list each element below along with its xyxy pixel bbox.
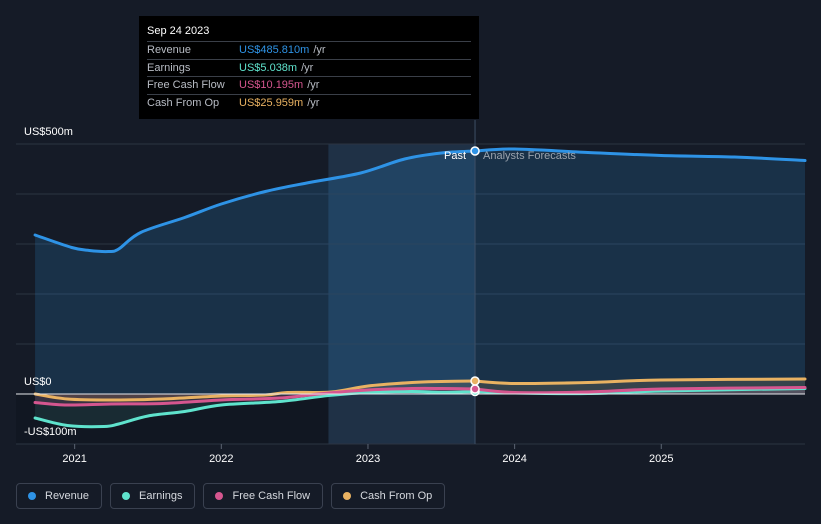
tooltip-unit: /yr	[307, 96, 320, 109]
tooltip-unit: /yr	[307, 79, 320, 92]
tooltip-value: US$10.195m	[239, 79, 304, 92]
earnings-line	[33, 389, 477, 429]
tooltip-row-earnings: Earnings US$5.038m /yr	[147, 58, 471, 77]
free-cash-flow-forecast-line	[473, 386, 807, 395]
tooltip-label: Revenue	[147, 44, 192, 57]
tooltip-unit: /yr	[313, 44, 326, 57]
legend-dot-icon	[122, 492, 131, 500]
x-tick-label: 2023	[356, 453, 380, 465]
x-tick-label: 2025	[649, 453, 673, 465]
tooltip-label: Free Cash Flow	[147, 79, 225, 92]
legend-dot-icon	[28, 492, 36, 500]
past-label: Past	[444, 150, 466, 162]
legend-item-cash-from-op[interactable]: Cash From Op	[331, 483, 446, 509]
y-tick-label: -US$100m	[24, 426, 77, 438]
revenue-forecast-line	[473, 147, 807, 162]
earnings-area	[35, 388, 805, 427]
x-axis-labels: 2021 2022 2023 2024 2025	[62, 444, 674, 465]
data-tooltip: Sep 24 2023 Revenue US$485.810m /yr Earn…	[139, 16, 479, 119]
y-tick-label: US$500m	[24, 126, 73, 138]
legend-item-revenue[interactable]: Revenue	[16, 483, 103, 509]
y-axis-labels: US$500m US$0 -US$100m	[24, 126, 77, 438]
legend-label: Earnings	[139, 490, 183, 502]
tooltip-label: Cash From Op	[147, 96, 220, 109]
revenue-line	[33, 149, 477, 254]
legend-label: Cash From Op	[360, 490, 433, 502]
x-tick-label: 2024	[502, 453, 526, 465]
y-tick-label: US$0	[24, 376, 52, 388]
tooltip-unit: /yr	[301, 61, 314, 74]
legend-item-earnings[interactable]: Earnings	[110, 483, 196, 509]
tooltip-value: US$5.038m	[239, 61, 298, 74]
tooltip-row-revenue: Revenue US$485.810m /yr	[147, 41, 471, 59]
x-tick-label: 2022	[209, 453, 233, 465]
legend-label: Revenue	[45, 490, 90, 502]
free-cash-flow-marker	[470, 384, 480, 394]
free-cash-flow-line	[33, 386, 477, 407]
chart-legend: Revenue Earnings Free Cash Flow Cash Fro…	[16, 483, 446, 509]
tooltip-label: Earnings	[147, 61, 191, 74]
tooltip-row-cash-from-op: Cash From Op US$25.959m /yr	[147, 93, 471, 112]
cash-from-op-forecast-line	[473, 377, 807, 386]
cash-from-op-marker	[470, 376, 480, 386]
tooltip-markers	[470, 146, 480, 397]
tooltip-value: US$485.810m	[239, 44, 310, 57]
forecast-label: Analysts Forecasts	[483, 150, 576, 162]
revenue-area	[35, 148, 805, 394]
legend-item-free-cash-flow[interactable]: Free Cash Flow	[203, 483, 324, 509]
legend-dot-icon	[343, 492, 352, 500]
legend-label: Free Cash Flow	[232, 490, 311, 502]
tooltip-date: Sep 24 2023	[147, 25, 210, 37]
legend-dot-icon	[215, 492, 224, 500]
revenue-marker	[470, 146, 480, 156]
x-tick-label: 2021	[62, 453, 86, 465]
tooltip-row-free-cash-flow: Free Cash Flow US$10.195m /yr	[147, 76, 471, 94]
gridlines	[16, 143, 805, 445]
tooltip-value: US$25.959m	[239, 96, 304, 109]
